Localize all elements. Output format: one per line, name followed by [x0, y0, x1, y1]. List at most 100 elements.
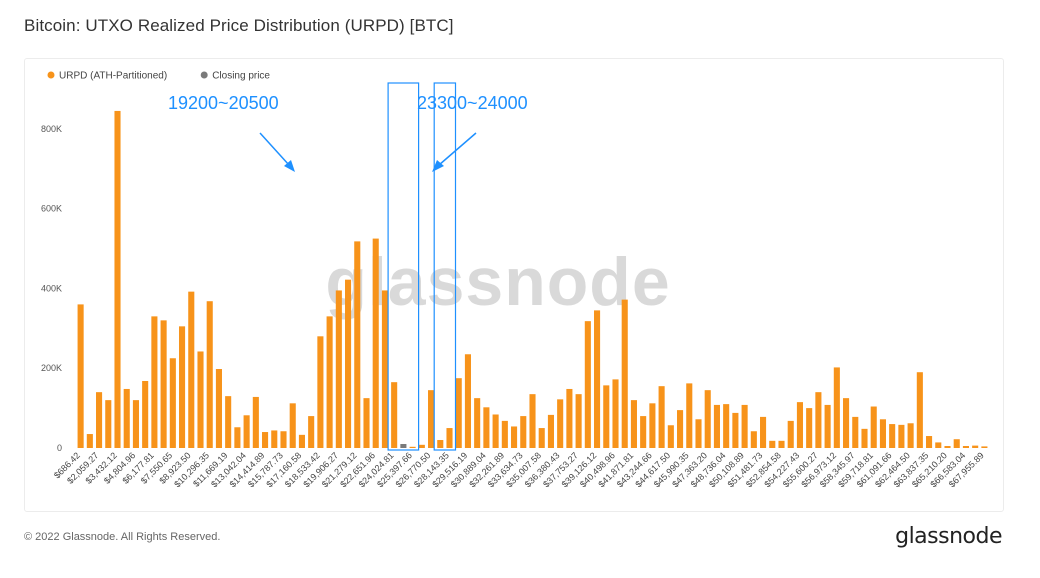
urpd-bar [667, 425, 674, 448]
urpd-bar [520, 416, 527, 448]
urpd-bar [381, 290, 388, 448]
urpd-bar [547, 414, 554, 448]
urpd-bar [704, 390, 711, 448]
glassnode-logo[interactable]: glassnode [895, 524, 1002, 549]
urpd-bar [566, 388, 573, 448]
urpd-bar [843, 398, 850, 448]
range-box-1 [387, 82, 420, 451]
urpd-bar [852, 416, 859, 448]
urpd-bar [557, 399, 564, 448]
copyright-text: © 2022 Glassnode. All Rights Reserved. [24, 531, 221, 543]
urpd-bar [234, 427, 241, 448]
y-tick-label: 200K [41, 363, 62, 373]
urpd-bar [603, 385, 610, 448]
urpd-bar [677, 410, 684, 448]
urpd-bar [105, 400, 112, 448]
arrow-left-head [284, 160, 295, 172]
chart-card: glassnode URPD (ATH-Partitioned) Closing p… [24, 58, 1004, 512]
urpd-bar [511, 426, 518, 448]
urpd-bar [96, 392, 103, 448]
urpd-bar [437, 440, 444, 448]
urpd-bar [907, 423, 914, 448]
urpd-bar [354, 241, 361, 448]
urpd-bar [206, 301, 213, 448]
urpd-bar [870, 406, 877, 448]
y-tick-label: 600K [41, 204, 62, 214]
urpd-bar [815, 392, 822, 448]
urpd-bar [741, 404, 748, 448]
arrow-right-shaft [438, 132, 477, 166]
arrow-left-shaft [259, 132, 290, 166]
urpd-bar [326, 316, 333, 448]
urpd-bar [686, 383, 693, 448]
urpd-bar [916, 372, 923, 448]
urpd-bar [428, 390, 435, 448]
arrow-right-head [432, 160, 444, 172]
urpd-bar [962, 446, 969, 448]
urpd-bar [972, 445, 979, 448]
urpd-bar [787, 420, 794, 448]
urpd-bar [640, 416, 647, 448]
urpd-bar [243, 415, 250, 448]
urpd-bar [926, 436, 933, 448]
urpd-bar [824, 404, 831, 448]
urpd-bar [833, 367, 840, 448]
range-box-2 [433, 82, 457, 451]
urpd-bar [796, 402, 803, 448]
urpd-bar [649, 403, 656, 448]
urpd-bar [308, 416, 315, 448]
urpd-bar [944, 446, 951, 448]
range-label-2: 23300~24000 [417, 93, 528, 113]
urpd-bar [584, 321, 591, 448]
urpd-bar [298, 434, 305, 448]
urpd-bar [252, 396, 259, 448]
range-label-1: 19200~20500 [168, 93, 279, 113]
urpd-bar [409, 446, 416, 448]
urpd-bar [630, 400, 637, 448]
urpd-bar [879, 419, 886, 448]
urpd-bar [769, 440, 776, 448]
urpd-bar [935, 442, 942, 448]
urpd-bar [262, 432, 269, 448]
urpd-bar [861, 428, 868, 448]
urpd-bar [169, 358, 176, 448]
y-tick-label: 0 [57, 443, 62, 453]
urpd-bar [750, 431, 757, 448]
urpd-bar [271, 430, 278, 448]
urpd-bar [492, 414, 499, 448]
urpd-bar [142, 380, 149, 448]
urpd-bar [86, 434, 93, 448]
page-title: Bitcoin: UTXO Realized Price Distributio… [24, 16, 454, 35]
urpd-bar [317, 336, 324, 448]
urpd-bar [391, 382, 398, 448]
urpd-bar [280, 431, 287, 448]
urpd-bar [594, 310, 601, 448]
urpd-bar [335, 290, 342, 448]
y-tick-label: 400K [41, 283, 62, 293]
urpd-bar [889, 424, 896, 448]
urpd-bar [289, 403, 296, 448]
urpd-bar [732, 412, 739, 448]
urpd-bar [621, 299, 628, 448]
legend-marker-2 [200, 71, 208, 79]
urpd-bar [188, 291, 195, 448]
urpd-bar [778, 440, 785, 448]
urpd-bar [132, 400, 139, 448]
urpd-bar [658, 386, 665, 448]
urpd-bar [215, 369, 222, 448]
urpd-bar [806, 408, 813, 448]
urpd-bar [760, 416, 767, 448]
urpd-bar [474, 398, 481, 448]
urpd-bar [225, 396, 232, 448]
urpd-bar [575, 394, 582, 448]
legend-label-1: URPD (ATH-Partitioned) [59, 71, 167, 82]
urpd-bar [123, 388, 130, 448]
urpd-bar [418, 444, 425, 448]
urpd-bar [483, 407, 490, 448]
urpd-bar [160, 320, 167, 448]
y-tick-label: 800K [41, 124, 62, 134]
urpd-bar [363, 398, 370, 448]
urpd-bar [372, 238, 379, 448]
urpd-bar [197, 351, 204, 448]
